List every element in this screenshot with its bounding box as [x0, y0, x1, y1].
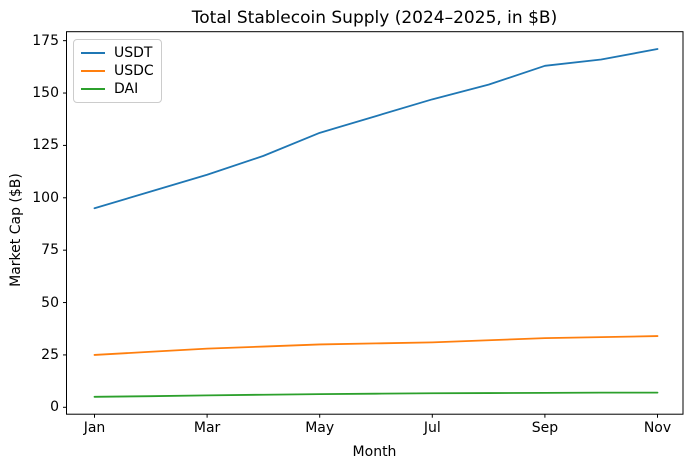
- x-tick-label: Jan: [83, 420, 106, 436]
- y-tick-label: 50: [41, 294, 59, 311]
- y-tick-label: 150: [32, 85, 59, 102]
- series-line-dai: [93, 391, 659, 398]
- x-axis-label: Month: [352, 444, 397, 460]
- plot-border: [66, 31, 684, 415]
- legend-swatch-usdt: [81, 52, 105, 54]
- legend-label-usdt: USDT: [114, 45, 153, 61]
- x-tick-label: Sep: [531, 420, 559, 436]
- legend-item-usdt: USDT: [81, 44, 161, 62]
- y-axis-tick-labels: 0 25 50 75 100 125 150 175: [0, 0, 59, 470]
- legend: USDT USDC DAI: [73, 39, 162, 103]
- x-tick-label: May: [305, 420, 335, 436]
- y-tick-label: 175: [32, 32, 59, 49]
- legend-swatch-dai: [81, 88, 105, 90]
- legend-label-usdc: USDC: [114, 63, 154, 79]
- x-tick-label: Mar: [193, 420, 221, 436]
- y-tick-label: 100: [32, 189, 59, 206]
- legend-label-dai: DAI: [114, 81, 139, 97]
- series-line-usdc: [93, 335, 659, 356]
- chart-title: Total Stablecoin Supply (2024–2025, in $…: [191, 8, 558, 28]
- legend-swatch-usdc: [81, 70, 105, 72]
- y-axis-label: Market Cap ($B): [8, 173, 24, 287]
- legend-item-dai: DAI: [81, 80, 161, 98]
- x-tick-label: Jul: [423, 420, 441, 436]
- y-tick-label: 0: [50, 399, 59, 416]
- x-tick-label: Nov: [643, 420, 672, 436]
- y-tick-label: 25: [41, 346, 59, 363]
- y-tick-label: 75: [41, 242, 59, 259]
- legend-item-usdc: USDC: [81, 62, 161, 80]
- y-tick-label: 125: [32, 137, 59, 154]
- series-line-usdt: [93, 48, 659, 210]
